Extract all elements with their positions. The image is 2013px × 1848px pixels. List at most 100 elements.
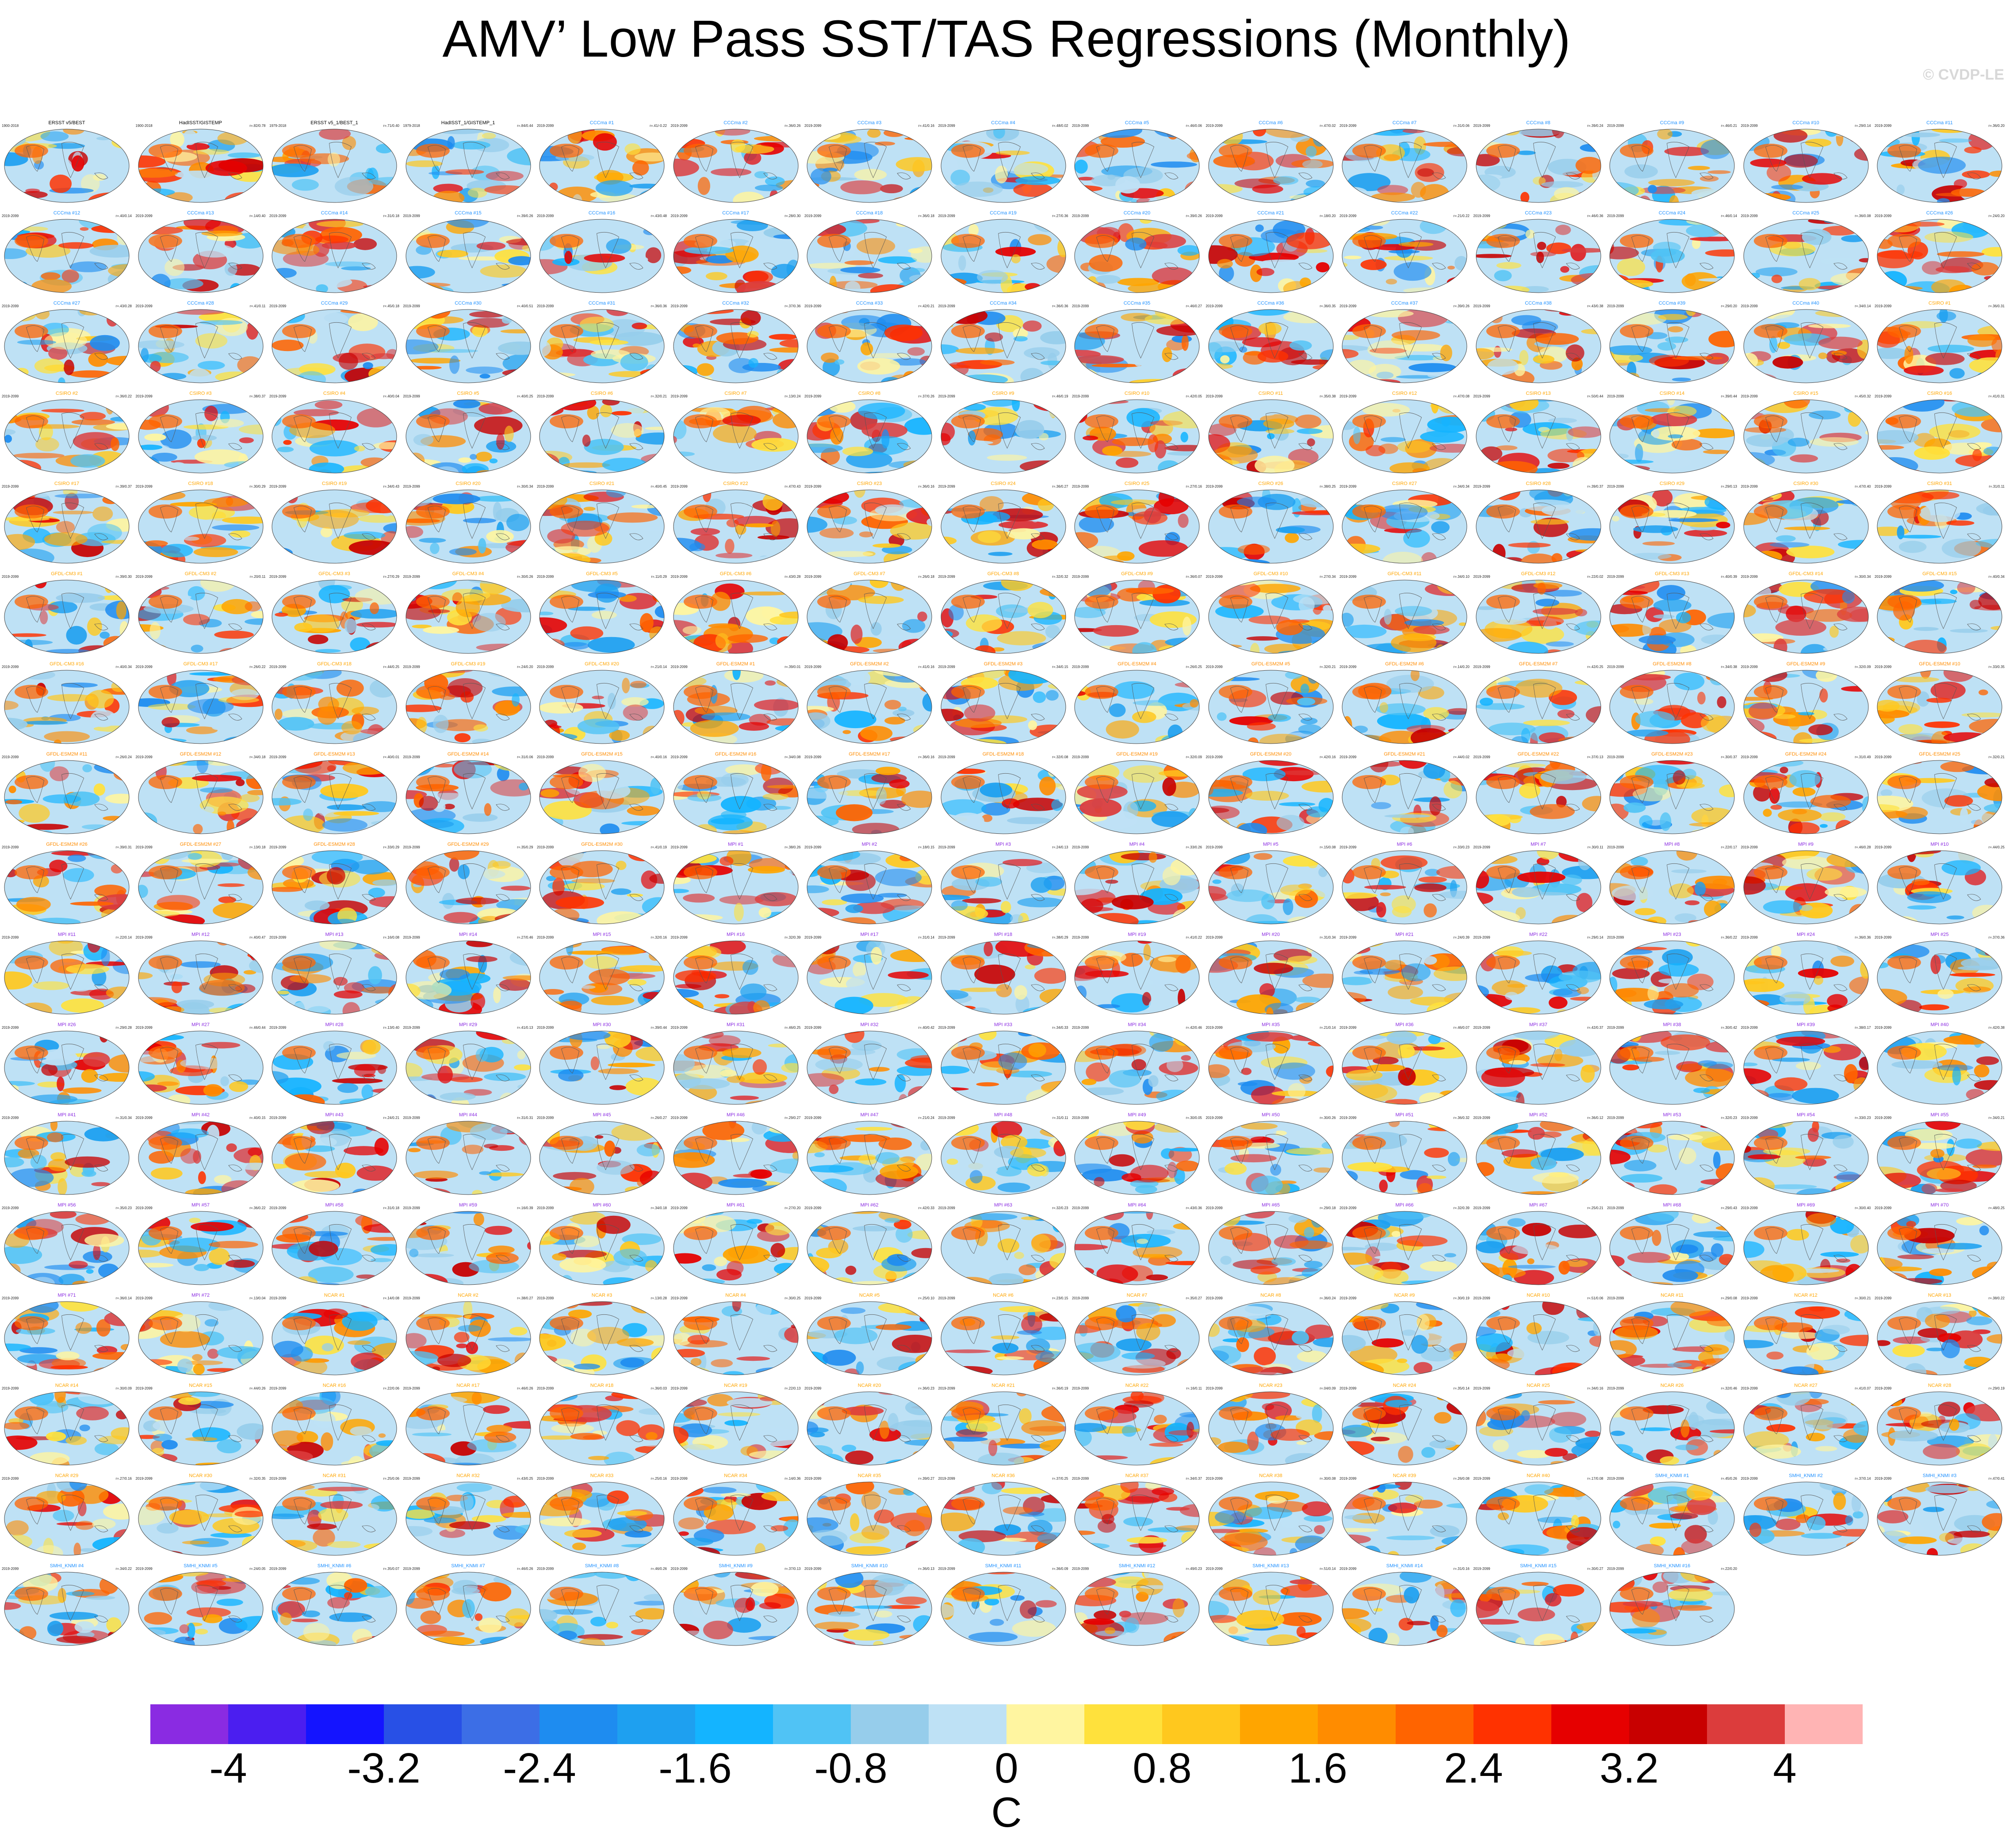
panel-period: 2019-2099 — [1206, 1026, 1223, 1030]
panel-title: CSIRO #6 — [590, 391, 613, 396]
panel-title: CSIRO #28 — [1526, 481, 1551, 486]
map-panel: NCAR #32 2019-2099 r=.43/0.25 — [402, 1473, 534, 1557]
map-panel: SMHI_KNMI #16 2019-2099 r=.22/0.20 — [1606, 1563, 1738, 1647]
map-panel: MPI #63 2019-2099 r=.32/0.23 — [938, 1203, 1069, 1287]
panel-title: MPI #36 — [1395, 1022, 1414, 1027]
panel-pattern-correlation: r=.13/0.18 — [249, 845, 266, 849]
panel-period: 1979-2018 — [403, 124, 420, 128]
panel-title: MPI #7 — [1531, 842, 1546, 847]
panel-pattern-correlation: r=.27/0.20 — [785, 1206, 801, 1210]
regression-map — [941, 940, 1066, 1015]
map-panel: CSIRO #1 2019-2099 r=.36/0.31 — [1874, 301, 2005, 385]
map-panel: GFDL-ESM2M #17 2019-2099 r=.36/0.16 — [804, 752, 935, 836]
panel-pattern-correlation: r=.40/0.25 — [517, 394, 533, 398]
panel-period: 2019-2099 — [1473, 485, 1490, 489]
panel-title: MPI #67 — [1529, 1203, 1547, 1208]
panel-title: CCCma #26 — [1926, 210, 1953, 216]
regression-map — [1476, 129, 1601, 203]
panel-pattern-correlation: r=.32/0.21 — [1320, 665, 1336, 669]
map-panel: CCCma #12 2019-2099 r=.40/0.14 — [1, 210, 133, 294]
regression-map — [406, 1031, 531, 1105]
panel-period: 2019-2099 — [1741, 1477, 1758, 1481]
regression-map — [1476, 1211, 1601, 1285]
panel-period: 2019-2099 — [1473, 1567, 1490, 1571]
panel-title: NCAR #13 — [1928, 1293, 1952, 1298]
map-panel: NCAR #6 2019-2099 r=.23/0.15 — [938, 1293, 1069, 1377]
regression-map — [272, 1211, 397, 1285]
panel-pattern-correlation: r=.40/0.51 — [517, 304, 533, 308]
panel-title: MPI #24 — [1797, 932, 1815, 937]
colorbar-segment — [1707, 1704, 1785, 1744]
panel-pattern-correlation: r=.31/0.49 — [1855, 755, 1871, 759]
colorbar-tick-label: -2.4 — [503, 1745, 576, 1792]
panel-pattern-correlation: r=.40/0.15 — [249, 1116, 266, 1120]
panel-period: 2019-2099 — [938, 1567, 955, 1571]
panel-pattern-correlation: r=.39/0.26 — [1186, 214, 1202, 218]
panel-title: MPI #15 — [593, 932, 611, 937]
panel-title: CSIRO #10 — [1124, 391, 1150, 396]
map-panel: MPI #57 2019-2099 r=.36/0.22 — [135, 1203, 267, 1287]
panel-title: GFDL-ESM2M #27 — [180, 842, 222, 847]
panel-pattern-correlation: r=.30/0.26 — [1320, 1116, 1336, 1120]
panel-title: MPI #64 — [1128, 1203, 1146, 1208]
map-panel: MPI #3 2019-2099 r=.24/0.13 — [938, 842, 1069, 926]
panel-pattern-correlation: r=.30/0.34 — [517, 485, 533, 489]
regression-map — [807, 399, 932, 473]
regression-map — [673, 760, 798, 834]
panel-period: 2019-2099 — [135, 1116, 153, 1120]
panel-period: 2019-2099 — [2, 845, 19, 849]
panel-period: 2019-2099 — [403, 755, 420, 759]
panel-title: HadISST_1/GISTEMP_1 — [441, 120, 495, 126]
panel-title: GFDL-ESM2M #23 — [1651, 752, 1693, 757]
panel-pattern-correlation: r=.46/0.26 — [517, 1386, 533, 1390]
panel-title: MPI #19 — [1128, 932, 1146, 937]
regression-map — [1208, 1301, 1333, 1375]
panel-period: 2019-2099 — [1875, 304, 1892, 308]
panel-pattern-correlation: r=.36/0.32 — [1453, 1116, 1470, 1120]
panel-title: NCAR #29 — [55, 1473, 79, 1478]
regression-map — [1877, 580, 2002, 654]
colorbar-segment — [1318, 1704, 1396, 1744]
panel-pattern-correlation: r=.34/0.18 — [249, 755, 266, 759]
map-panel: GFDL-CM3 #12 2019-2099 r=.22/0.02 — [1473, 571, 1604, 655]
map-panel: NCAR #33 2019-2099 r=.25/0.16 — [536, 1473, 668, 1557]
panel-pattern-correlation: r=.31/0.34 — [115, 1116, 132, 1120]
panel-period: 2019-2099 — [537, 575, 554, 579]
panel-period: 2019-2099 — [1473, 394, 1490, 398]
panel-pattern-correlation: r=.34/0.43 — [383, 485, 399, 489]
regression-map — [1074, 489, 1200, 564]
colorbar-unit-label: C — [991, 1789, 1022, 1836]
panel-period: 2019-2099 — [537, 394, 554, 398]
panel-period: 2019-2099 — [1072, 935, 1089, 939]
regression-map — [272, 760, 397, 834]
panel-period: 2019-2099 — [670, 394, 688, 398]
panel-period: 2019-2099 — [2, 1567, 19, 1571]
panel-period: 2019-2099 — [1741, 124, 1758, 128]
colorbar-segment — [1162, 1704, 1240, 1744]
map-panel: CCCma #17 2019-2099 r=.28/0.30 — [670, 210, 802, 294]
regression-map — [807, 670, 932, 744]
colorbar-segment — [150, 1704, 229, 1744]
panel-period: 2019-2099 — [1206, 394, 1223, 398]
regression-map — [807, 760, 932, 834]
regression-map — [807, 1031, 932, 1105]
regression-map — [941, 1031, 1066, 1105]
panel-period: 2019-2099 — [1607, 1296, 1624, 1300]
regression-map — [539, 309, 665, 383]
panel-title: NCAR #2 — [458, 1293, 478, 1298]
panel-period: 2019-2099 — [938, 124, 955, 128]
panel-title: CCCma #17 — [722, 210, 749, 216]
panel-pattern-correlation: r=.30/0.34 — [1855, 575, 1871, 579]
panel-title: CCCma #8 — [1526, 120, 1550, 126]
panel-pattern-correlation: r=.43/0.36 — [1186, 1206, 1202, 1210]
regression-map — [807, 1121, 932, 1195]
map-panel: CCCma #28 2019-2099 r=.41/0.11 — [135, 301, 267, 385]
map-panel: ERSST v5_1/BEST_1 1979-2018 r=.71/0.40 — [268, 120, 400, 204]
panel-period: 2019-2099 — [269, 1477, 287, 1481]
panel-pattern-correlation: r=.35/0.29 — [517, 845, 533, 849]
panel-period: 2019-2099 — [804, 124, 822, 128]
panel-title: CCCma #20 — [1123, 210, 1151, 216]
map-panel: GFDL-CM3 #17 2019-2099 r=.26/0.22 — [135, 661, 267, 745]
panel-pattern-correlation: r=.29/0.13 — [1721, 485, 1737, 489]
panel-title: MPI #6 — [1397, 842, 1412, 847]
